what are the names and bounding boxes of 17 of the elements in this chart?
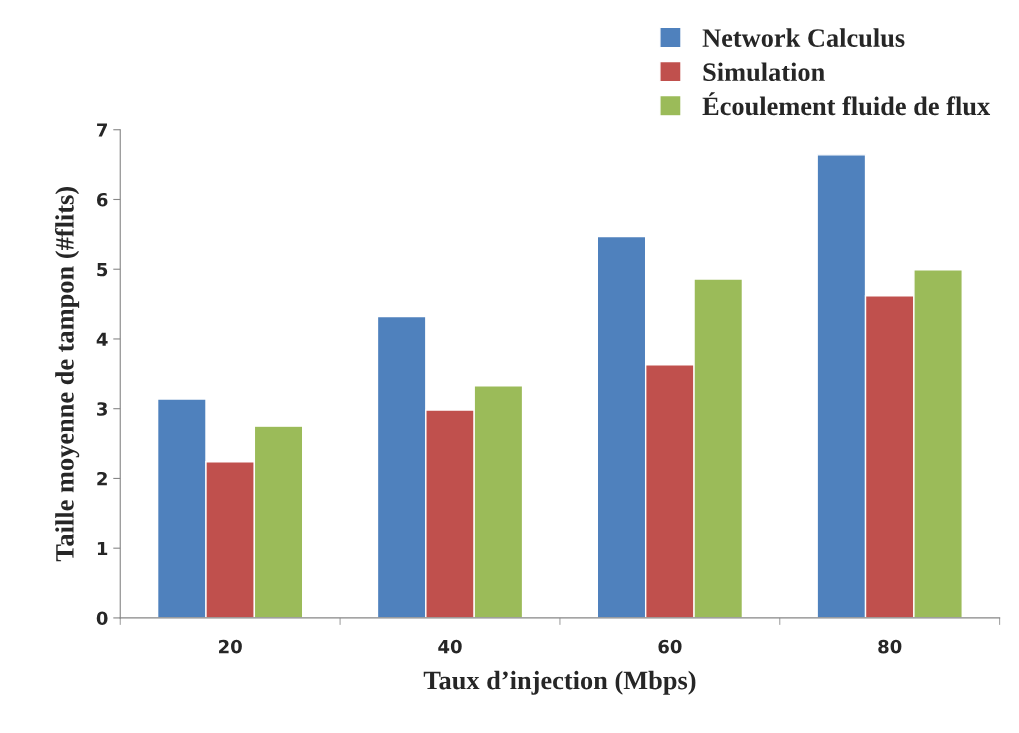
y-tick-label: 7 — [97, 123, 107, 137]
y-tick-label: 0 — [96, 611, 108, 626]
y-tick-label: 6 — [96, 192, 108, 207]
y-tick-label: 5 — [97, 262, 108, 277]
x-tick-label: 60 — [658, 639, 682, 654]
y-tick-label: 2 — [97, 471, 107, 486]
legend-label: Écoulement fluide de flux — [702, 92, 991, 116]
y-tick-label: 1 — [97, 541, 108, 556]
x-tick-label: 40 — [438, 639, 462, 654]
x-tick-label: 80 — [878, 639, 902, 654]
x-tick-label: 20 — [219, 639, 242, 654]
legend-label: Simulation — [703, 62, 825, 82]
legend-label: Network Calculus — [702, 28, 905, 47]
x-axis-title: Taux d’injection (Mbps) — [423, 670, 696, 695]
y-tick-label: 3 — [97, 402, 107, 416]
y-axis-title: Taille moyenne de tampon (#flits) — [54, 187, 80, 562]
y-tick-label: 4 — [96, 332, 108, 346]
